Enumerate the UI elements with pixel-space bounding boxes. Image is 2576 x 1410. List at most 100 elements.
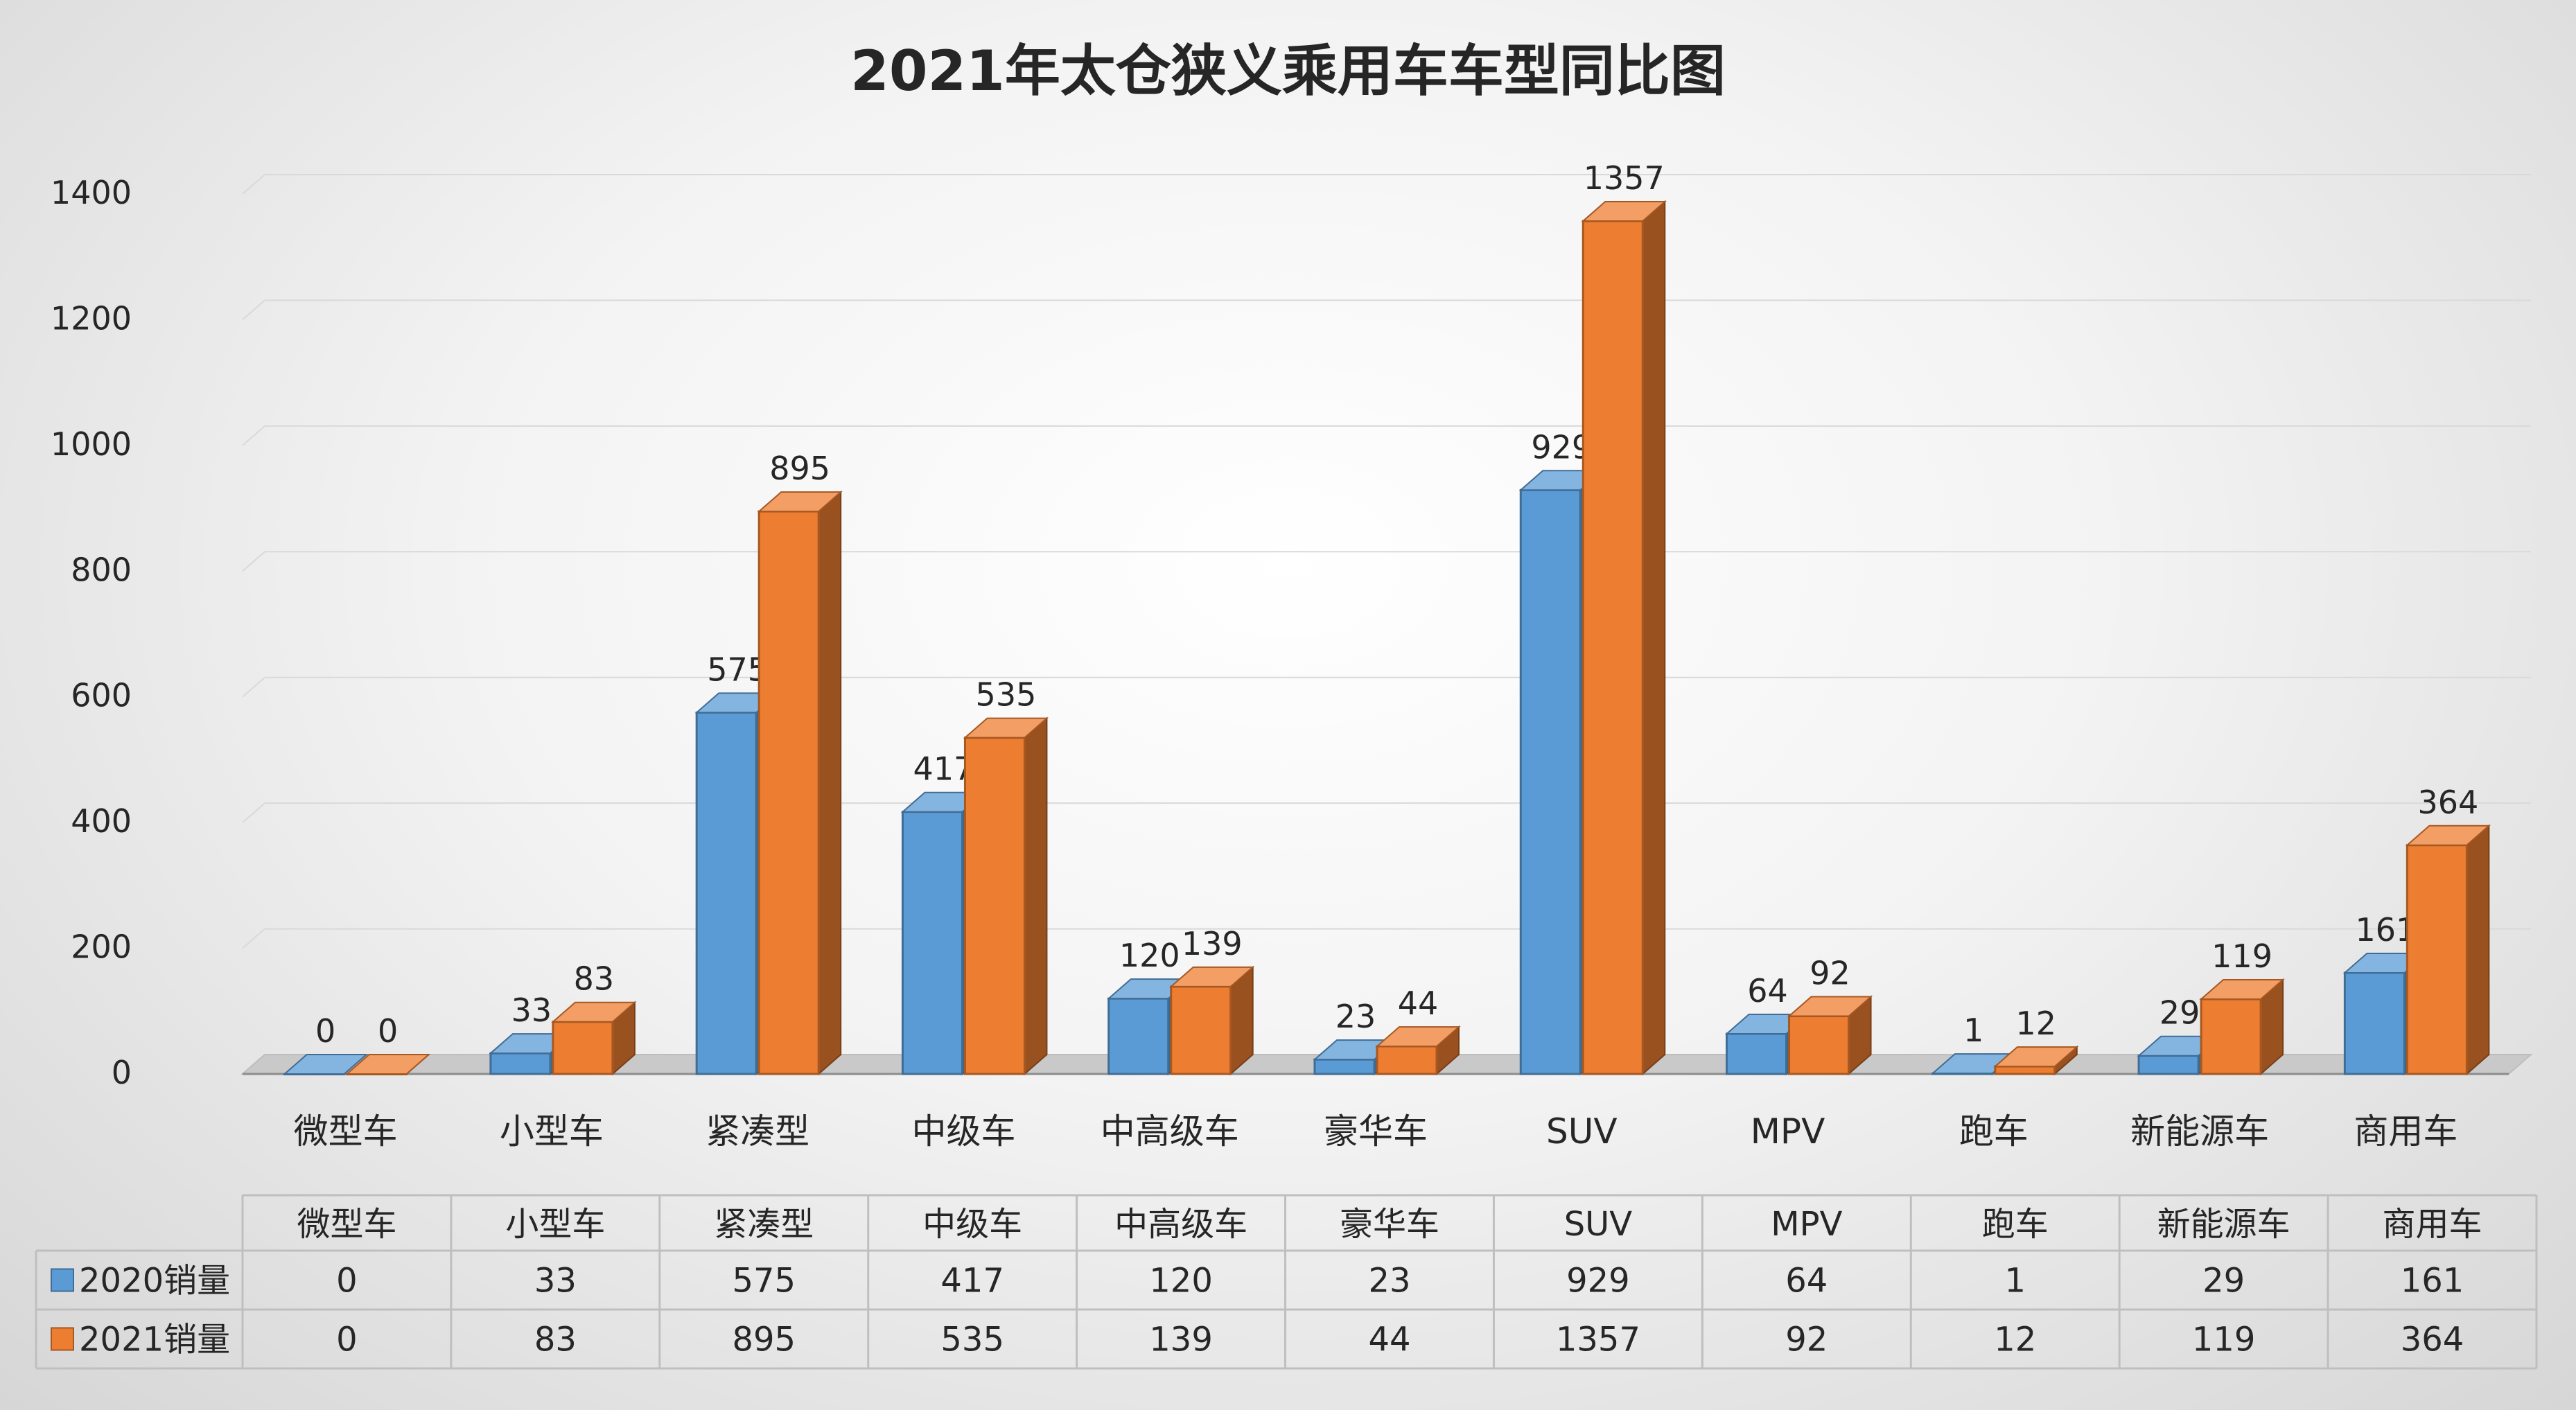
x-tick-label: 中级车 bbox=[911, 1111, 1015, 1152]
x-tick-label: 中高级车 bbox=[1101, 1111, 1239, 1152]
table-header-cell: 豪华车 bbox=[1340, 1205, 1439, 1244]
data-label: 33 bbox=[511, 992, 552, 1029]
bar bbox=[757, 510, 820, 1075]
data-label: 575 bbox=[707, 651, 768, 688]
data-label: 120 bbox=[1119, 937, 1180, 974]
table-cell: 929 bbox=[1566, 1262, 1630, 1301]
bar-top bbox=[757, 491, 843, 513]
data-label: 23 bbox=[1335, 998, 1376, 1035]
bar bbox=[489, 1052, 552, 1075]
data-label: 929 bbox=[1531, 428, 1592, 466]
bar bbox=[695, 711, 757, 1075]
table-header-cell: MPV bbox=[1771, 1205, 1842, 1244]
y-tick-label: 0 bbox=[112, 1054, 132, 1091]
data-label: 895 bbox=[769, 450, 830, 487]
data-label: 139 bbox=[1182, 925, 1243, 962]
table-cell: 535 bbox=[940, 1321, 1004, 1359]
table-cell: 92 bbox=[1785, 1321, 1828, 1359]
bar bbox=[2137, 1055, 2200, 1075]
bar-top bbox=[551, 1001, 637, 1023]
bar bbox=[1519, 488, 1581, 1075]
data-label: 44 bbox=[1398, 985, 1439, 1022]
bar-top bbox=[1375, 1026, 1461, 1048]
table-cell: 0 bbox=[336, 1262, 358, 1301]
bar-top bbox=[1993, 1046, 2079, 1068]
bar-side bbox=[1024, 716, 1048, 1076]
data-label: 535 bbox=[976, 676, 1037, 714]
legend-label: 2020销量 bbox=[79, 1262, 230, 1301]
gridline-diag bbox=[242, 676, 265, 698]
legend-label: 2021销量 bbox=[79, 1321, 230, 1359]
bar bbox=[2406, 844, 2468, 1075]
x-tick-label: 新能源车 bbox=[2130, 1111, 2269, 1152]
x-tick-label: 小型车 bbox=[500, 1111, 604, 1152]
table-cell: 895 bbox=[732, 1321, 796, 1359]
chart-title: 2021年太仓狭义乘用车车型同比图 bbox=[850, 39, 1726, 103]
table-cell: 23 bbox=[1368, 1262, 1410, 1301]
table-cell: 64 bbox=[1785, 1262, 1828, 1301]
bar bbox=[2200, 998, 2262, 1075]
data-label: 1 bbox=[1963, 1012, 1983, 1049]
bar-top bbox=[2405, 825, 2491, 846]
bar-top bbox=[963, 717, 1049, 739]
y-tick-label: 400 bbox=[71, 802, 132, 840]
table-header-cell: 小型车 bbox=[505, 1205, 605, 1244]
table-cell: 364 bbox=[2401, 1321, 2464, 1359]
table-cell: 120 bbox=[1149, 1262, 1213, 1301]
gridline-diag bbox=[242, 802, 265, 823]
legend-key bbox=[51, 1268, 74, 1292]
y-tick-label: 800 bbox=[71, 551, 132, 588]
data-label: 0 bbox=[315, 1012, 335, 1050]
x-tick-label: 商用车 bbox=[2354, 1111, 2457, 1152]
table-cell: 1357 bbox=[1556, 1321, 1640, 1359]
bar-side bbox=[1642, 200, 1666, 1076]
x-tick-label: SUV bbox=[1546, 1111, 1618, 1152]
x-tick-label: MPV bbox=[1751, 1111, 1825, 1152]
table-header-cell: 跑车 bbox=[1982, 1205, 2049, 1244]
bar-side bbox=[2466, 824, 2490, 1076]
table-cell: 575 bbox=[732, 1262, 796, 1301]
data-label: 83 bbox=[574, 960, 615, 998]
bar bbox=[552, 1021, 614, 1075]
x-tick-label: 跑车 bbox=[1959, 1111, 2029, 1152]
data-label: 64 bbox=[1747, 972, 1788, 1010]
data-label: 12 bbox=[2016, 1005, 2057, 1042]
table-cell: 417 bbox=[940, 1262, 1004, 1301]
table-header-cell: 紧凑型 bbox=[714, 1205, 814, 1244]
gridline-diag bbox=[242, 928, 265, 949]
bar-top bbox=[282, 1054, 369, 1075]
data-label: 29 bbox=[2159, 994, 2200, 1032]
table-cell: 1 bbox=[2004, 1262, 2026, 1301]
table-header-cell: 新能源车 bbox=[2157, 1205, 2290, 1244]
table-cell: 44 bbox=[1368, 1321, 1410, 1359]
bar-top bbox=[1169, 966, 1255, 987]
gridline-diag bbox=[242, 299, 265, 321]
table-cell: 33 bbox=[534, 1262, 577, 1301]
table-cell: 161 bbox=[2401, 1262, 2464, 1301]
data-label: 0 bbox=[378, 1012, 398, 1050]
x-tick-label: 紧凑型 bbox=[706, 1111, 809, 1152]
bar bbox=[963, 737, 1026, 1075]
x-tick-label: 豪华车 bbox=[1324, 1111, 1428, 1152]
table-header-cell: SUV bbox=[1564, 1205, 1633, 1244]
table-cell: 83 bbox=[534, 1321, 577, 1359]
data-label: 417 bbox=[913, 750, 974, 788]
table-header-cell: 微型车 bbox=[297, 1205, 396, 1244]
bar bbox=[1170, 985, 1232, 1075]
table-cell: 119 bbox=[2192, 1321, 2256, 1359]
x-tick-label: 微型车 bbox=[294, 1111, 398, 1152]
data-label: 119 bbox=[2211, 937, 2272, 975]
table-cell: 0 bbox=[336, 1321, 358, 1359]
y-tick-label: 200 bbox=[71, 928, 132, 966]
bar bbox=[1107, 997, 1170, 1075]
table-header-cell: 商用车 bbox=[2383, 1205, 2482, 1244]
y-tick-label: 1200 bbox=[51, 299, 132, 337]
table-header-cell: 中级车 bbox=[922, 1205, 1022, 1244]
bar bbox=[901, 811, 963, 1075]
data-label: 1357 bbox=[1584, 159, 1665, 197]
gridline-diag bbox=[242, 551, 265, 572]
y-tick-label: 600 bbox=[71, 677, 132, 714]
bar-top bbox=[1581, 201, 1667, 222]
bar bbox=[1581, 220, 1644, 1075]
